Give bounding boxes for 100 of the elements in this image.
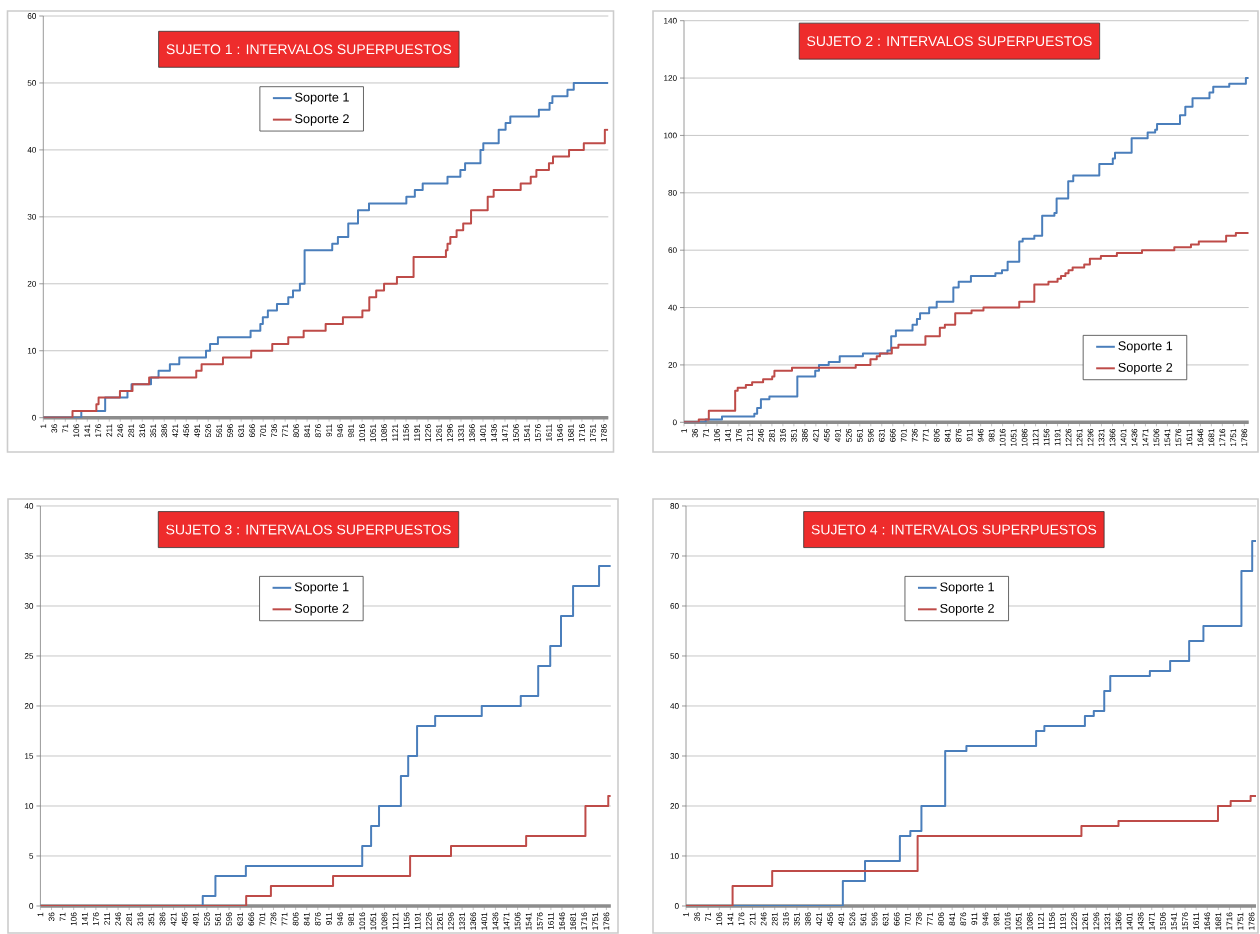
y-tick-label: 20 — [27, 280, 37, 287]
x-tick-label: 1436 — [1131, 428, 1138, 447]
x-tick-label: 316 — [137, 912, 144, 926]
x-tick-label: 1471 — [1148, 912, 1155, 930]
x-tick-label: 1296 — [1087, 428, 1094, 447]
x-tick-label: 1506 — [1159, 912, 1166, 930]
x-tick-label: 36 — [692, 428, 698, 438]
y-tick-label: 100 — [664, 132, 677, 139]
x-tick-label: 1716 — [1226, 912, 1233, 930]
legend-label: Soporte 1 — [1118, 341, 1173, 353]
legend-label: Soporte 1 — [294, 582, 349, 594]
x-tick-label: 1401 — [481, 912, 488, 930]
x-tick-label: 1261 — [436, 424, 442, 442]
legend-label: Soporte 2 — [295, 114, 349, 126]
y-tick-label: 80 — [670, 503, 679, 509]
x-tick-label: 1366 — [1109, 428, 1116, 447]
x-tick-label: 631 — [882, 912, 889, 926]
x-tick-label: 736 — [916, 912, 922, 926]
x-tick-label: 106 — [714, 428, 720, 442]
x-tick-label: 1576 — [1175, 428, 1182, 447]
y-tick-label: 0 — [29, 903, 34, 909]
x-tick-label: 771 — [927, 912, 933, 926]
x-tick-label: 1016 — [359, 424, 365, 442]
x-tick-label: 1226 — [1065, 428, 1072, 447]
x-tick-label: 1086 — [381, 912, 388, 930]
x-tick-label: 176 — [738, 912, 745, 926]
x-tick-label: 106 — [70, 912, 77, 926]
x-tick-label: 1261 — [1076, 428, 1083, 447]
x-tick-label: 526 — [205, 424, 212, 438]
x-tick-label: 1226 — [425, 424, 431, 442]
x-tick-label: 421 — [170, 912, 177, 926]
x-tick-label: 456 — [183, 424, 190, 438]
legend-label: Soporte 2 — [294, 603, 349, 616]
x-tick-label: 666 — [889, 428, 896, 442]
x-tick-label: 1716 — [581, 912, 588, 930]
x-tick-label: 1541 — [525, 912, 532, 930]
x-tick-label: 1121 — [1032, 428, 1039, 446]
x-tick-label: 281 — [126, 912, 133, 926]
x-tick-label: 71 — [703, 428, 709, 438]
x-tick-label: 456 — [827, 912, 834, 926]
x-tick-label: 1366 — [1115, 912, 1122, 930]
x-tick-label: 141 — [81, 912, 88, 926]
y-tick-label: 140 — [664, 17, 677, 24]
x-tick-label: 491 — [192, 912, 199, 926]
y-tick-label: 50 — [27, 80, 37, 86]
x-tick-label: 946 — [337, 424, 343, 438]
x-tick-label: 1506 — [514, 912, 521, 930]
x-tick-label: 316 — [780, 428, 786, 442]
x-tick-label: 1016 — [999, 428, 1006, 447]
x-tick-label: 946 — [337, 912, 343, 926]
x-tick-label: 1261 — [1082, 912, 1089, 930]
x-tick-label: 981 — [993, 912, 1000, 926]
x-tick-label: 1471 — [503, 912, 510, 930]
x-tick-label: 1646 — [557, 424, 563, 442]
x-tick-label: 1016 — [1004, 912, 1011, 930]
text: SUJETO 1 : INTERVALOS SUPERPUESTOS — [166, 44, 452, 55]
x-tick-label: 36 — [694, 912, 700, 921]
x-tick-label: 1 — [40, 424, 47, 428]
x-tick-label: 176 — [93, 912, 99, 926]
y-tick-label: 20 — [24, 703, 34, 709]
x-tick-label: 386 — [159, 912, 166, 926]
x-tick-label: 211 — [104, 912, 110, 925]
x-tick-label: 1 — [681, 428, 687, 433]
x-tick-label: 1156 — [403, 424, 409, 441]
x-tick-label: 771 — [281, 912, 288, 926]
x-tick-label: 1086 — [381, 424, 387, 442]
x-tick-label: 1401 — [1126, 912, 1133, 930]
y-tick-label: 30 — [670, 753, 679, 759]
x-tick-label: 561 — [215, 912, 221, 926]
x-tick-label: 1471 — [502, 424, 508, 442]
text: SUJETO 3 : INTERVALOS SUPERPUESTOS — [166, 524, 451, 535]
x-tick-label: 1156 — [1043, 428, 1050, 446]
x-tick-label: 421 — [172, 424, 179, 438]
y-tick-label: 30 — [24, 603, 34, 609]
x-tick-label: 1191 — [414, 424, 420, 441]
x-tick-label: 911 — [326, 912, 332, 925]
x-tick-label: 316 — [139, 424, 146, 438]
x-tick-label: 631 — [238, 424, 245, 438]
x-tick-label: 666 — [249, 424, 256, 438]
x-tick-label: 1086 — [1021, 428, 1028, 447]
x-tick-label: 246 — [115, 912, 121, 926]
y-tick-label: 80 — [668, 189, 677, 196]
x-tick-label: 386 — [801, 428, 808, 442]
x-tick-label: 176 — [95, 424, 102, 437]
x-tick-label: 526 — [203, 912, 210, 926]
x-tick-label: 456 — [823, 428, 830, 442]
y-tick-label: 60 — [27, 13, 37, 19]
x-tick-label: 1296 — [447, 424, 453, 442]
x-tick-label: 911 — [326, 424, 332, 437]
legend-label: Soporte 1 — [940, 582, 994, 594]
x-tick-label: 666 — [893, 912, 900, 926]
y-tick-label: 70 — [670, 553, 679, 559]
y-tick-label: 0 — [674, 903, 679, 909]
x-tick-label: 1051 — [370, 912, 377, 930]
x-tick-label: 841 — [944, 428, 951, 442]
x-tick-label: 876 — [955, 428, 962, 442]
y-tick-label: 30 — [27, 213, 37, 220]
x-tick-label: 1226 — [1071, 912, 1078, 930]
x-tick-label: 36 — [48, 912, 55, 921]
x-tick-label: 736 — [270, 912, 277, 926]
